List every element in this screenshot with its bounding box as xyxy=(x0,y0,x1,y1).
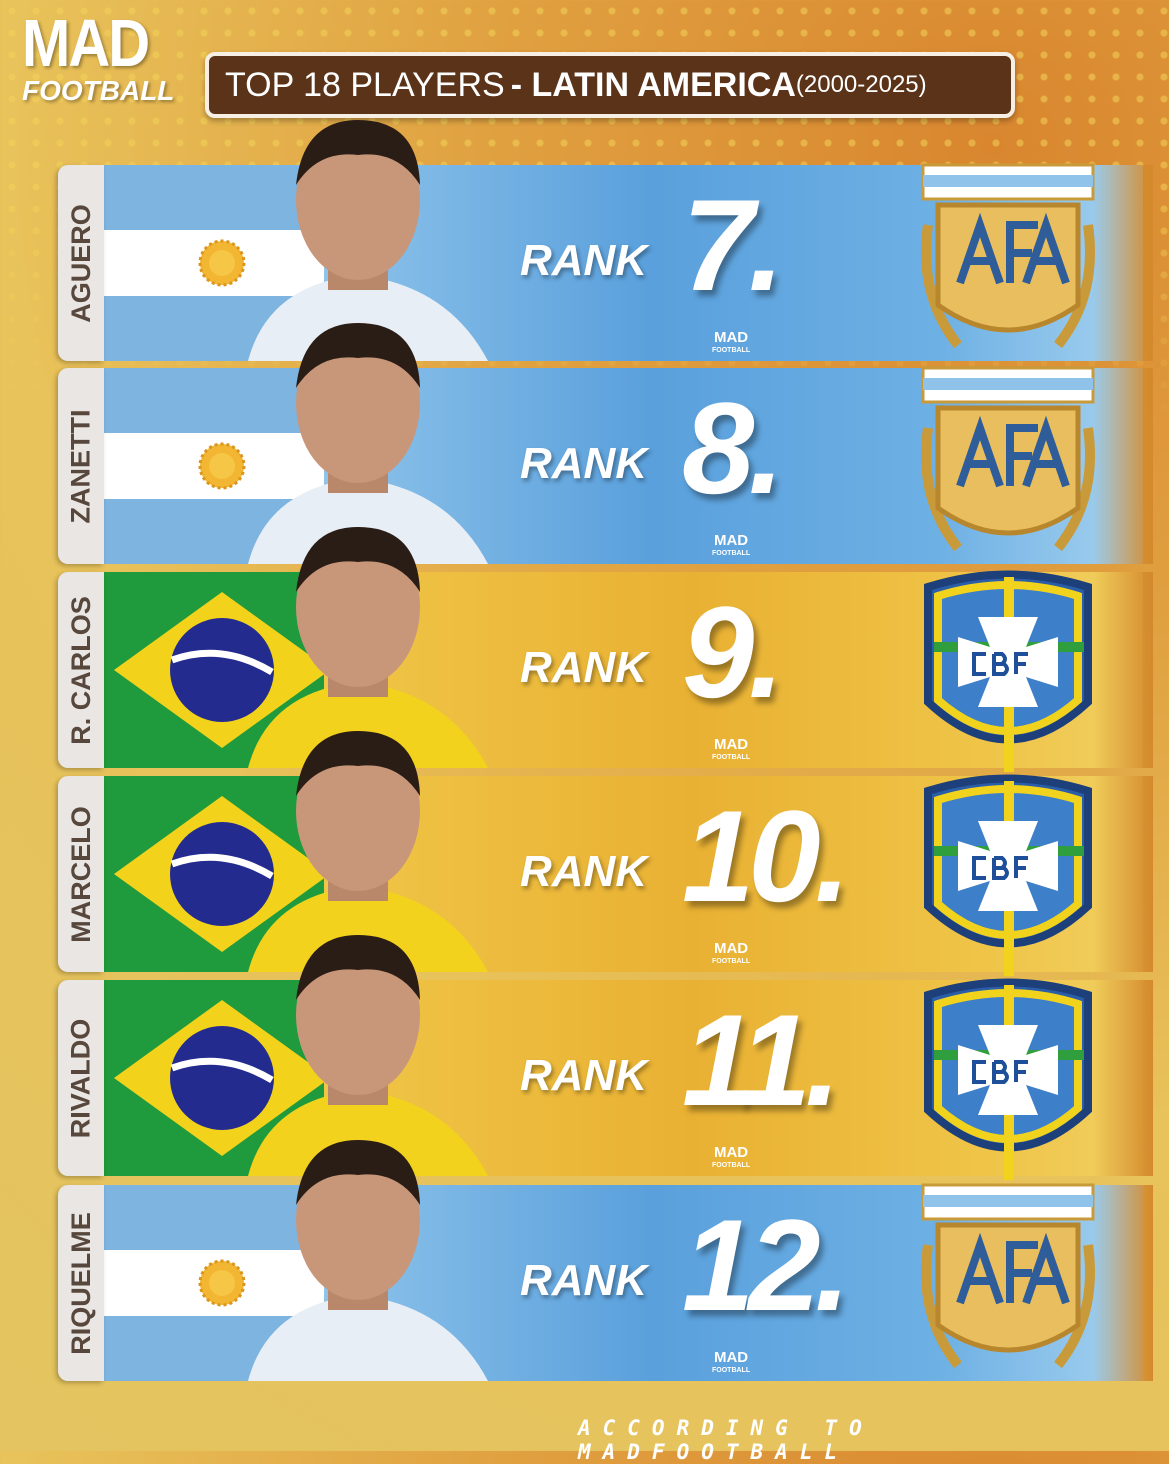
player-name-tab: ZANETTI xyxy=(58,368,104,564)
player-photo xyxy=(248,1140,488,1381)
brazil-flag-icon xyxy=(104,776,324,972)
title-years: (2000-2025) xyxy=(795,71,927,98)
player-row: ZANETTI RANK 8. MAD FOOTBALL xyxy=(58,323,1153,564)
watermark-line1: MAD xyxy=(713,1349,749,1366)
player-name-tab: R. CARLOS xyxy=(58,572,104,768)
player-row: AGUERO RANK 7. MAD FOOTBALL xyxy=(58,120,1153,361)
rank-label: RANK xyxy=(520,1256,648,1305)
rank-number: 12. xyxy=(682,1192,851,1338)
player-name: ZANETTI xyxy=(65,409,96,523)
federation-crest xyxy=(898,562,1118,782)
watermark: MAD FOOTBALL xyxy=(712,736,751,761)
player-row: RIQUELME RANK 12. MAD FOOTBALL xyxy=(58,1140,1153,1381)
page-title: TOP 18 PLAYERS - LATIN AMERICA (2000-202… xyxy=(205,52,1015,118)
rank-label: RANK xyxy=(520,439,648,488)
country-flag xyxy=(104,368,324,564)
federation-crest xyxy=(898,970,1118,1190)
title-prefix: TOP 18 PLAYERS xyxy=(225,65,505,104)
watermark-line2: FOOTBALL xyxy=(712,346,751,354)
player-image xyxy=(208,318,508,564)
player-photo xyxy=(248,527,488,768)
watermark-line1: MAD xyxy=(713,1144,749,1161)
afa-crest-icon xyxy=(921,163,1095,349)
player-image xyxy=(208,1135,508,1381)
federation-crest xyxy=(898,358,1118,578)
player-name: RIVALDO xyxy=(65,1018,96,1138)
watermark: MAD FOOTBALL xyxy=(712,532,751,557)
federation-crest xyxy=(898,155,1118,375)
watermark: MAD FOOTBALL xyxy=(712,940,751,965)
cbf-crest-icon xyxy=(924,570,1092,772)
player-photo xyxy=(248,731,488,972)
player-name: RIQUELME xyxy=(65,1211,96,1355)
watermark-line2: FOOTBALL xyxy=(712,753,751,761)
player-photo xyxy=(248,323,488,564)
rank-number: 9. xyxy=(682,579,784,725)
afa-crest-icon xyxy=(921,366,1095,552)
player-image xyxy=(208,930,508,1176)
watermark-line2: FOOTBALL xyxy=(712,1161,751,1169)
player-name: AGUERO xyxy=(65,203,96,323)
watermark-line2: FOOTBALL xyxy=(712,957,751,965)
player-name-tab: RIVALDO xyxy=(58,980,104,1176)
player-image xyxy=(208,726,508,972)
rank-label: RANK xyxy=(520,847,648,896)
watermark-line1: MAD xyxy=(713,329,749,346)
rank-label: RANK xyxy=(520,1051,648,1100)
player-row: R. CARLOS RANK 9. MAD FOOTBALL xyxy=(58,527,1153,772)
watermark-line1: MAD xyxy=(713,736,749,753)
watermark-line2: FOOTBALL xyxy=(712,1366,751,1374)
player-name-tab: MARCELO xyxy=(58,776,104,972)
logo-line1: MAD xyxy=(22,6,150,81)
cbf-crest-icon xyxy=(924,978,1092,1180)
footer-credit: ACCORDING TO MADFOOTBALL xyxy=(578,1416,874,1464)
rank-number: 7. xyxy=(682,172,784,318)
watermark-line1: MAD xyxy=(713,532,749,549)
title-main: - LATIN AMERICA xyxy=(510,65,796,104)
federation-crest xyxy=(898,766,1118,986)
rank-label: RANK xyxy=(520,643,648,692)
argentina-flag-icon xyxy=(104,368,324,564)
country-flag xyxy=(104,776,324,972)
player-row: RIVALDO RANK 11. MAD FOOTBALL xyxy=(58,935,1153,1180)
cbf-crest-icon xyxy=(924,774,1092,976)
player-photo xyxy=(248,120,488,361)
watermark-line2: FOOTBALL xyxy=(712,549,751,557)
player-name: MARCELO xyxy=(65,805,96,943)
watermark: MAD FOOTBALL xyxy=(712,1349,751,1374)
rank-number: 11. xyxy=(682,987,841,1133)
rank-label: RANK xyxy=(520,236,648,285)
logo-line2: FOOTBALL xyxy=(22,75,175,107)
rank-number: 8. xyxy=(682,375,784,521)
afa-crest-icon xyxy=(921,1183,1095,1369)
player-name-tab: AGUERO xyxy=(58,165,104,361)
player-row: MARCELO RANK 10. MAD FOOTBALL xyxy=(58,731,1153,976)
rank-number: 10. xyxy=(682,783,851,929)
player-image xyxy=(208,522,508,768)
player-name-tab: RIQUELME xyxy=(58,1185,104,1381)
watermark-line1: MAD xyxy=(713,940,749,957)
player-name: R. CARLOS xyxy=(65,595,96,745)
watermark: MAD FOOTBALL xyxy=(712,1144,751,1169)
watermark: MAD FOOTBALL xyxy=(712,329,751,354)
player-photo xyxy=(248,935,488,1176)
player-image xyxy=(208,115,508,361)
federation-crest xyxy=(898,1175,1118,1395)
madfootball-logo: MAD FOOTBALL xyxy=(22,10,175,107)
